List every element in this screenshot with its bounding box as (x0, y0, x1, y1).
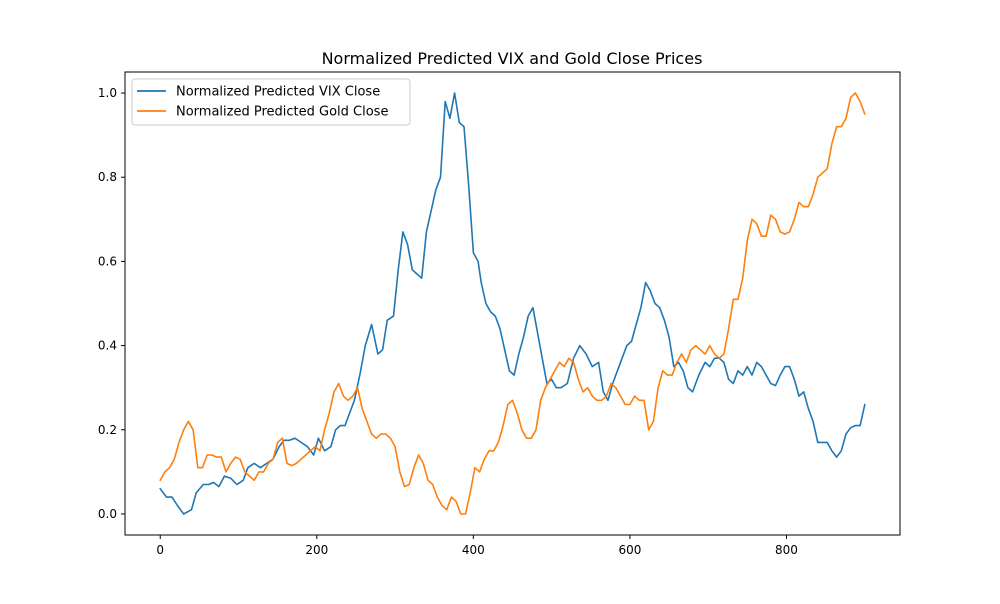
series-line-1 (159, 92, 866, 515)
legend-box (131, 78, 411, 126)
series-line-2 (159, 92, 866, 515)
legend-label: Normalized Predicted Gold Close (176, 105, 388, 120)
y-axis: 0.0 0.2 0.4 0.6 0.8 1.0 (98, 86, 125, 521)
x-tick-label: 400 (462, 543, 485, 557)
y-tick-label: 0.4 (98, 339, 117, 353)
y-tick-label: 1.0 (98, 86, 117, 100)
x-tick-label: 600 (618, 543, 641, 557)
plot-frame (124, 71, 901, 536)
y-tick-label: 0.0 (98, 507, 117, 521)
legend-label: Normalized Predicted VIX Close (176, 85, 380, 100)
y-tick-label: 0.6 (98, 254, 117, 268)
x-tick-label: 800 (775, 543, 798, 557)
y-tick-label: 0.2 (98, 423, 117, 437)
chart-title: Normalized Predicted VIX and Gold Close … (322, 49, 703, 68)
x-axis: 0 200 400 600 800 (156, 535, 798, 557)
y-tick-label: 0.8 (98, 170, 117, 184)
x-tick-label: 200 (305, 543, 328, 557)
legend: Normalized Predicted VIX Close Normalized… (131, 78, 411, 126)
x-tick-label: 0 (156, 543, 164, 557)
series-layer (159, 92, 866, 515)
